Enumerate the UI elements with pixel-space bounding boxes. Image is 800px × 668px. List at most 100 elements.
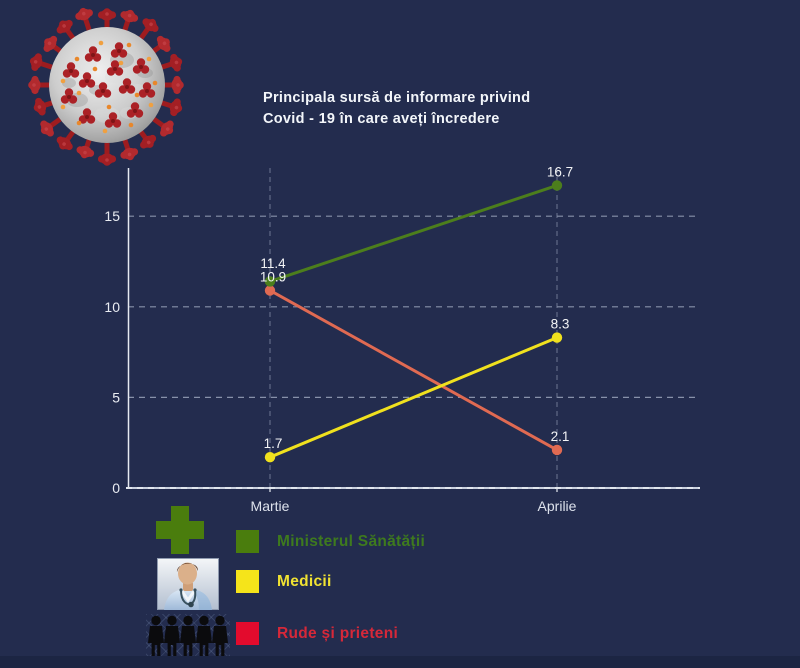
virus-orange-dot bbox=[152, 80, 158, 86]
virus-spike bbox=[56, 128, 77, 151]
spike-bump bbox=[56, 26, 64, 34]
spike-highlight bbox=[47, 41, 52, 46]
trimer-lobe bbox=[66, 62, 76, 71]
person-head bbox=[183, 615, 193, 626]
virus-trimer bbox=[84, 46, 102, 62]
virus-spike bbox=[159, 53, 183, 72]
spike-bump bbox=[97, 11, 106, 19]
spike-stem bbox=[159, 99, 173, 109]
chart-title: Principala sursă de informare privind Co… bbox=[263, 88, 530, 130]
legend-item-rude-si-prieteni: Rude și prieteni bbox=[146, 614, 626, 666]
spike-bump bbox=[166, 120, 174, 128]
trimer-lobe bbox=[136, 58, 146, 67]
spike-highlight bbox=[127, 152, 132, 157]
virus-trimer bbox=[78, 72, 96, 88]
virus-orange-dot bbox=[146, 56, 152, 62]
spike-highlight bbox=[146, 140, 151, 145]
trimer-lobe bbox=[114, 42, 124, 51]
spike-bump bbox=[163, 44, 171, 52]
spike-bump bbox=[46, 129, 54, 137]
people-icon-svg bbox=[148, 615, 228, 658]
legend-item-medicii: Medicii bbox=[146, 558, 626, 610]
spike-bump bbox=[34, 53, 42, 61]
trimer-center bbox=[113, 67, 117, 71]
virus-orange-dot bbox=[92, 66, 98, 72]
spike-bump bbox=[142, 18, 150, 26]
person-head bbox=[167, 615, 177, 626]
virus-orange-dot bbox=[60, 78, 66, 84]
legend-swatch-yellow bbox=[236, 570, 259, 593]
spike-bump bbox=[28, 81, 36, 89]
trimer-lobe bbox=[110, 60, 120, 69]
virus-orange-dot bbox=[76, 120, 82, 126]
spike-bump bbox=[151, 24, 159, 32]
spike-bump bbox=[40, 120, 48, 128]
doctor-icon bbox=[157, 558, 219, 610]
spike-bump bbox=[31, 75, 39, 84]
trimer-center bbox=[101, 89, 105, 93]
spike-highlight bbox=[62, 24, 66, 28]
spike-bump bbox=[31, 86, 39, 95]
chart-title-line2: Covid - 19 în care aveți încredere bbox=[263, 111, 500, 127]
trimer-center bbox=[85, 79, 89, 83]
legend-swatch-green bbox=[236, 530, 259, 553]
spike-bump bbox=[160, 129, 168, 137]
spike-bump bbox=[43, 44, 51, 52]
legend-label-rude-si-prieteni: Rude și prieteni bbox=[277, 625, 399, 642]
virus-orange-dot bbox=[106, 104, 112, 110]
legend-item-ministerul-sanatatii: Ministerul Sănătății bbox=[146, 506, 626, 554]
virus-spike bbox=[136, 127, 157, 149]
virus-orange-dot bbox=[134, 92, 140, 98]
coronavirus-image bbox=[28, 7, 184, 166]
legend-label-ministerul-sanatatii: Ministerul Sănătății bbox=[277, 533, 426, 550]
spike-highlight bbox=[162, 41, 167, 46]
virus-spike bbox=[56, 19, 77, 42]
trimer-center bbox=[117, 49, 121, 53]
medical-cross-icon bbox=[154, 504, 206, 556]
virus-spike bbox=[28, 75, 51, 95]
virus-trimer bbox=[138, 82, 156, 98]
spike-stem bbox=[39, 82, 51, 88]
spike-bump bbox=[156, 35, 165, 44]
person-head bbox=[199, 615, 209, 626]
spike-stem bbox=[104, 143, 110, 155]
virus-trimer bbox=[60, 88, 78, 104]
trimer-lobe bbox=[130, 102, 140, 111]
spike-bump bbox=[130, 14, 139, 22]
spike-bump bbox=[76, 146, 84, 154]
spike-bump bbox=[86, 149, 95, 157]
virus-spike bbox=[120, 137, 139, 161]
legend-label-medicii: Medicii bbox=[277, 573, 332, 590]
virus-orange-dot bbox=[98, 40, 104, 46]
virus-trimer bbox=[94, 82, 112, 98]
trimer-lobe bbox=[64, 88, 74, 97]
spike-stem bbox=[152, 117, 166, 129]
spike-bump bbox=[140, 141, 148, 149]
trimer-lobe bbox=[82, 108, 92, 117]
trimer-center bbox=[91, 53, 95, 57]
spike-highlight bbox=[44, 127, 49, 131]
virus-spike bbox=[97, 8, 117, 31]
spike-bump bbox=[65, 19, 73, 28]
trimer-center bbox=[133, 109, 137, 113]
spike-stem bbox=[121, 137, 131, 151]
spike-highlight bbox=[62, 142, 66, 146]
spike-highlight bbox=[83, 150, 87, 155]
trimer-center bbox=[111, 119, 115, 123]
spike-highlight bbox=[105, 12, 109, 16]
spike-bump bbox=[103, 8, 111, 16]
spike-highlight bbox=[165, 127, 170, 131]
trimer-lobe bbox=[82, 72, 92, 81]
spike-bump bbox=[31, 63, 39, 71]
spike-stem bbox=[39, 60, 53, 70]
spike-bump bbox=[108, 155, 117, 163]
virus-trimer bbox=[118, 78, 136, 94]
virus-spike bbox=[40, 117, 62, 137]
person-head bbox=[215, 615, 225, 626]
spike-bump bbox=[56, 136, 64, 144]
virus-orange-dot bbox=[126, 42, 132, 48]
spike-highlight bbox=[174, 60, 179, 65]
trimer-lobe bbox=[122, 78, 132, 87]
